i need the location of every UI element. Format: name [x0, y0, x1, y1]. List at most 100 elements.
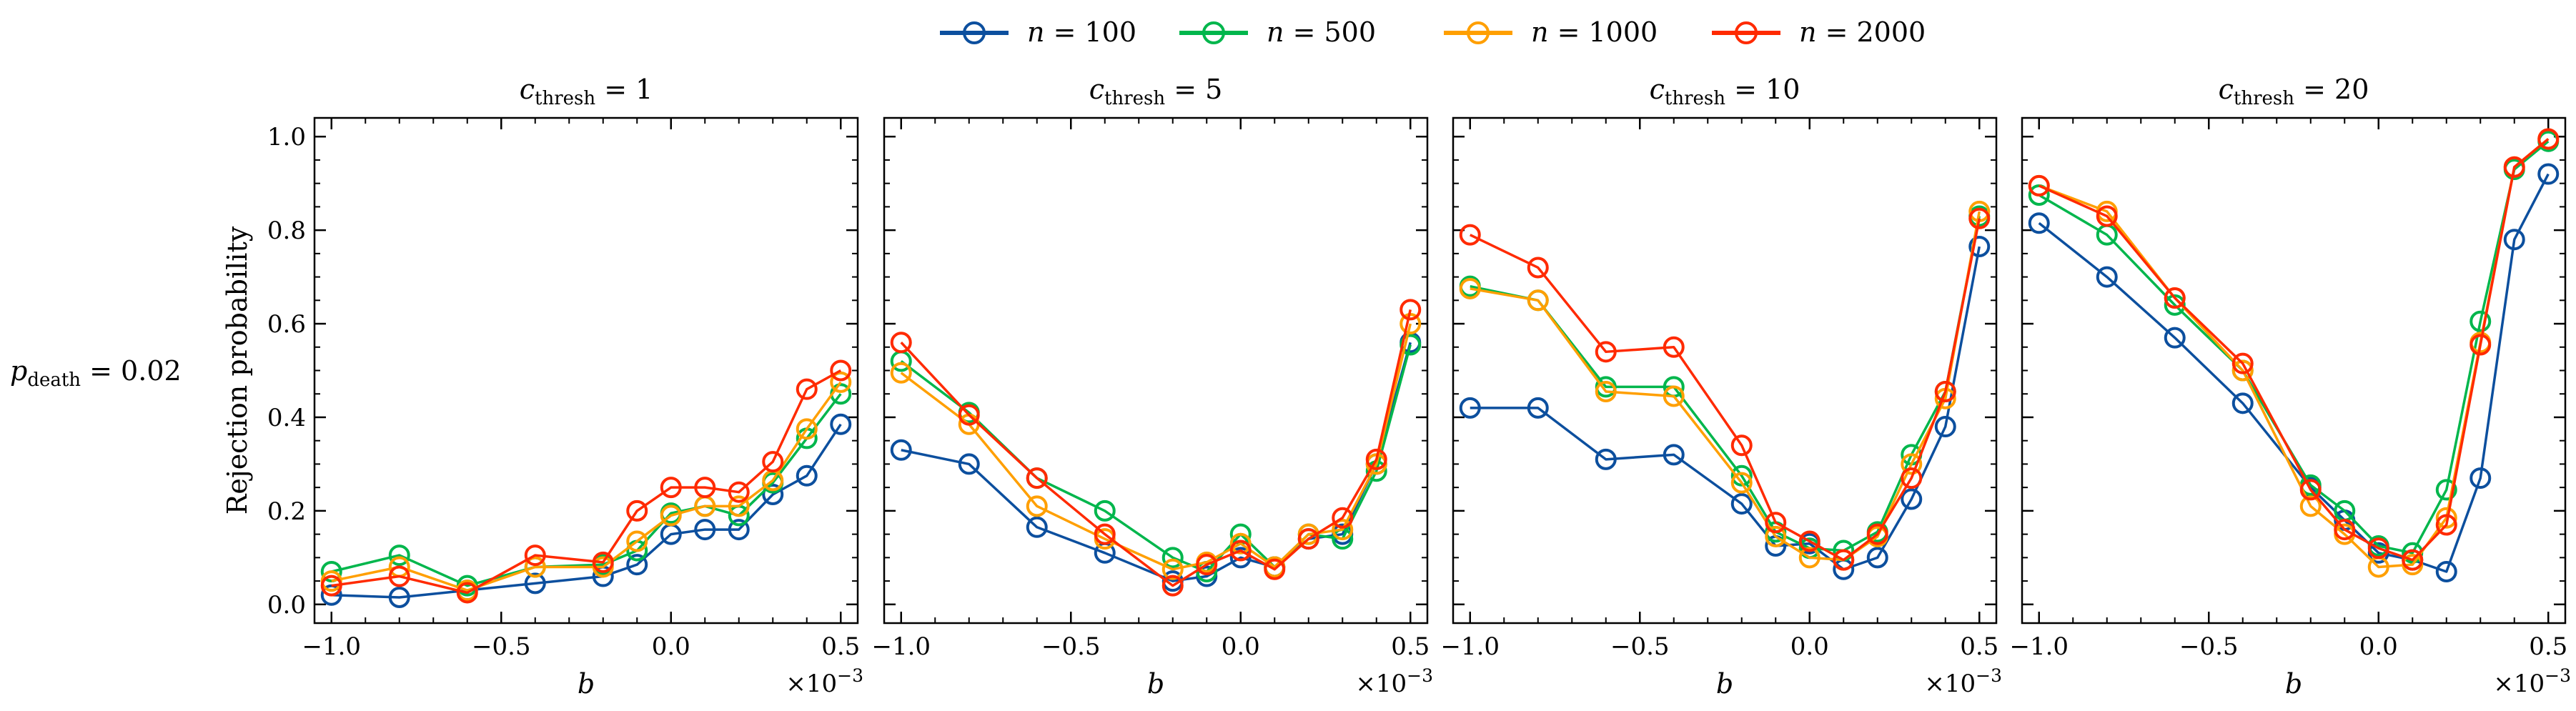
data-point — [1968, 207, 1991, 229]
data-point — [2028, 212, 2050, 234]
panel-title: cthresh = 10 — [1650, 74, 1800, 109]
panel-4: −1.0 −0.5 0.0 0.5 cthresh = 20 b ×10−3 — [2009, 74, 2571, 700]
series-line — [1469, 218, 1981, 562]
data-point — [1026, 516, 1048, 538]
series-line — [331, 369, 842, 595]
series-line — [900, 309, 1412, 587]
legend-label: n = 500 — [1267, 16, 1376, 48]
data-point — [1595, 341, 1617, 363]
data-point — [592, 551, 614, 573]
series-n2000 — [1459, 207, 1991, 571]
data-point — [796, 418, 818, 440]
data-point — [830, 359, 852, 382]
series-line — [2038, 140, 2550, 555]
series-n2000 — [320, 359, 852, 604]
x-tick-label: 0.0 — [2359, 632, 2398, 661]
data-point — [660, 504, 682, 527]
data-point — [1663, 336, 1685, 358]
panel-2: −1.0 −0.5 0.0 0.5 cthresh = 5 b ×10−3 — [871, 74, 1433, 700]
data-point — [1161, 547, 1184, 569]
data-point — [2537, 163, 2560, 185]
data-point — [2537, 128, 2560, 150]
data-point — [1833, 549, 1855, 571]
data-point — [1866, 547, 1888, 569]
panel-title: cthresh = 20 — [2219, 74, 2369, 109]
legend-entry: n = 2000 — [1712, 16, 1926, 48]
data-point — [524, 545, 546, 567]
data-point — [626, 554, 648, 576]
legend-label: n = 100 — [1027, 16, 1136, 48]
x-axis-label: b — [2285, 668, 2302, 700]
data-point — [2470, 334, 2492, 356]
data-point — [2164, 294, 2186, 316]
data-point — [1459, 397, 1481, 419]
data-point — [388, 545, 410, 567]
data-point — [2299, 479, 2322, 501]
series-n100 — [890, 332, 1422, 592]
data-point — [2470, 467, 2492, 489]
data-point — [2096, 205, 2118, 227]
x-tick-label: −1.0 — [871, 632, 931, 661]
data-point — [1798, 530, 1820, 552]
x-tick-label: −0.5 — [472, 632, 531, 661]
data-point — [1026, 495, 1048, 517]
data-point — [2231, 359, 2254, 382]
y-tick-label: 0.8 — [267, 217, 306, 245]
series-line — [1470, 216, 1981, 552]
data-point — [524, 572, 546, 595]
y-axis-label: Rejection probability — [222, 226, 253, 514]
data-point — [1459, 277, 1481, 299]
legend-label: n = 2000 — [1799, 16, 1926, 48]
x-scale-offset: ×10−3 — [1355, 665, 1433, 698]
data-point — [1332, 519, 1354, 541]
legend-marker-swatch — [963, 21, 986, 44]
data-point — [694, 477, 716, 499]
series-n1000 — [890, 313, 1422, 580]
data-point — [1365, 448, 1387, 470]
legend-marker-swatch — [1735, 21, 1758, 44]
data-point — [1901, 467, 1923, 489]
legend-marker-swatch — [1467, 21, 1490, 44]
data-point — [1026, 467, 1048, 489]
data-point — [1730, 434, 1753, 457]
data-point — [2164, 287, 2186, 309]
y-tick-label: 0.4 — [267, 404, 306, 432]
data-point — [1196, 554, 1218, 576]
data-point — [1663, 385, 1685, 407]
data-point — [796, 464, 818, 487]
data-point — [762, 483, 784, 505]
series-line — [2038, 138, 2550, 562]
series-line — [2038, 173, 2550, 573]
series-n2000 — [890, 299, 1422, 597]
data-point — [2435, 560, 2457, 582]
data-point — [2503, 229, 2525, 251]
data-point — [1765, 512, 1787, 534]
y-tick-label: 0.0 — [267, 591, 306, 620]
data-point — [320, 575, 342, 597]
legend: n = 100 n = 500 n = 1000 n = 2000 — [940, 16, 1926, 48]
data-point — [2231, 392, 2254, 414]
data-point — [694, 519, 716, 541]
data-point — [2435, 479, 2457, 501]
data-point — [1730, 472, 1753, 494]
x-tick-label: 0.0 — [1790, 632, 1829, 661]
x-tick-label: −0.5 — [1610, 632, 1670, 661]
x-tick-label: −1.0 — [2009, 632, 2069, 661]
data-point — [728, 519, 750, 541]
data-point — [830, 413, 852, 435]
data-point — [2299, 495, 2322, 517]
data-point — [958, 453, 980, 475]
data-point — [1400, 299, 1422, 321]
legend-entry: n = 1000 — [1444, 16, 1658, 48]
legend-entry: n = 500 — [1179, 16, 1376, 48]
series-n100 — [1459, 236, 1991, 580]
axes-frame — [1452, 116, 1998, 625]
series-line — [1470, 211, 1981, 562]
data-point — [2503, 156, 2525, 178]
data-point — [1094, 523, 1116, 545]
data-point — [1901, 453, 1923, 475]
data-point — [626, 499, 648, 522]
data-point — [1527, 257, 1549, 279]
x-tick-label: −0.5 — [2179, 632, 2239, 661]
